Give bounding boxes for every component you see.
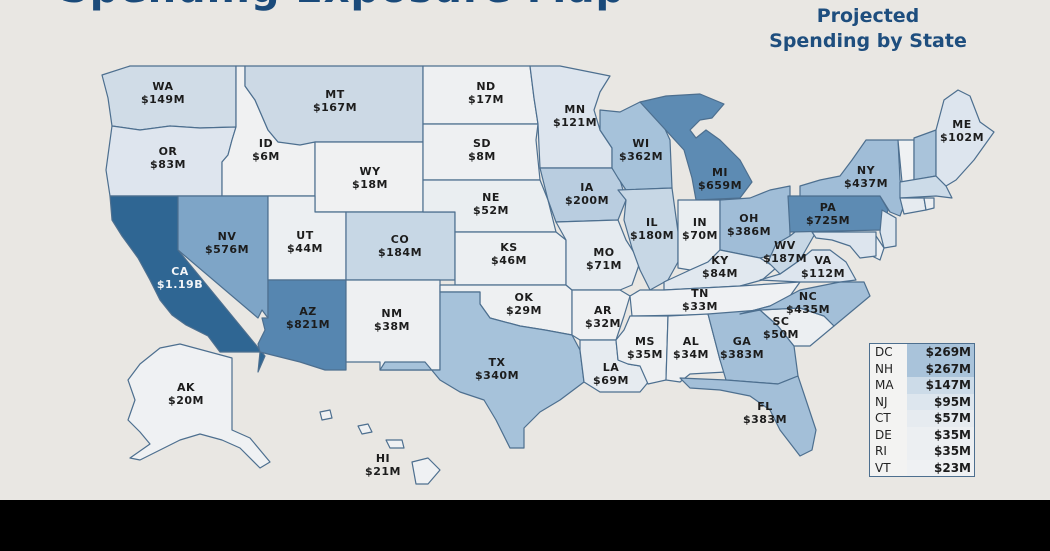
label-UT: UT $44M xyxy=(287,229,323,255)
subtitle-line-1: Projected xyxy=(816,5,920,27)
label-NE: NE $52M xyxy=(473,191,509,217)
state-HI-islands-3 xyxy=(385,439,405,449)
state-ME[interactable] xyxy=(935,89,995,187)
state-AK[interactable] xyxy=(127,343,271,469)
label-HI: HI $21M xyxy=(365,452,401,478)
label-TN: TN $33M xyxy=(682,287,718,313)
state-FL[interactable] xyxy=(679,375,817,457)
legend-value: $95M xyxy=(907,393,974,410)
state-NC[interactable] xyxy=(739,281,871,327)
label-WI: WI $362M xyxy=(618,137,664,163)
letterbox-bar xyxy=(0,500,1050,551)
label-MN: MN $121M xyxy=(552,103,598,129)
legend-value: $269M xyxy=(907,344,974,361)
state-HI-islands xyxy=(319,409,333,421)
state-MD[interactable] xyxy=(811,231,877,259)
label-IL: IL $180M xyxy=(629,216,675,242)
label-FL: FL $383M xyxy=(742,400,788,426)
state-AR[interactable] xyxy=(571,289,631,341)
us-map xyxy=(101,65,995,485)
small-states-legend: DC $269M NH $267M MA $147M NJ $95M CT $5… xyxy=(869,343,975,477)
label-NC: NC $435M xyxy=(785,290,831,316)
label-ME: ME $102M xyxy=(939,118,985,144)
state-HI[interactable] xyxy=(411,457,441,485)
legend-code: NJ xyxy=(875,394,888,409)
legend-code: VT xyxy=(875,460,891,475)
state-WV[interactable] xyxy=(767,227,817,275)
subtitle-line-2: Spending by State xyxy=(769,30,967,52)
label-KS: KS $46M xyxy=(491,241,527,267)
label-WY: WY $18M xyxy=(352,165,388,191)
legend-value: $35M xyxy=(907,443,974,460)
legend-row-ri: RI $35M xyxy=(870,443,974,460)
label-MT: MT $167M xyxy=(312,88,358,114)
page-title-cropped: Spending Exposure Map xyxy=(60,0,625,12)
label-ID: ID $6M xyxy=(252,137,280,163)
legend-row-dc: DC $269M xyxy=(870,344,974,361)
legend-value: $57M xyxy=(907,410,974,427)
state-NY[interactable] xyxy=(799,139,907,217)
legend-row-nh: NH $267M xyxy=(870,360,974,377)
state-CA[interactable] xyxy=(109,195,266,373)
label-WV: WV $187M xyxy=(762,239,808,265)
state-MO[interactable] xyxy=(555,219,641,291)
legend-code: RI xyxy=(875,444,887,459)
label-TX: TX $340M xyxy=(474,356,520,382)
state-RI[interactable] xyxy=(923,197,935,211)
label-AL: AL $34M xyxy=(673,335,709,361)
label-IN: IN $70M xyxy=(682,216,718,242)
legend-row-de: DE $35M xyxy=(870,426,974,443)
map-subtitle: Projected Spending by State xyxy=(748,4,988,54)
label-OH: OH $386M xyxy=(726,212,772,238)
state-HI-islands-2 xyxy=(357,423,373,435)
label-GA: GA $383M xyxy=(719,335,765,361)
legend-code: NH xyxy=(875,361,893,376)
legend-code: MA xyxy=(875,378,894,393)
label-PA: PA $725M xyxy=(805,201,851,227)
legend-row-ct: CT $57M xyxy=(870,410,974,427)
label-MO: MO $71M xyxy=(586,246,622,272)
label-NY: NY $437M xyxy=(843,164,889,190)
label-WA: WA $149M xyxy=(140,80,186,106)
label-OK: OK $29M xyxy=(506,291,542,317)
label-MI: MI $659M xyxy=(697,166,743,192)
label-AR: AR $32M xyxy=(585,304,621,330)
label-LA: LA $69M xyxy=(593,361,629,387)
map-canvas: Spending Exposure Map Projected Spending… xyxy=(0,0,1050,500)
legend-row-ma: MA $147M xyxy=(870,377,974,394)
state-TX[interactable] xyxy=(379,291,585,449)
label-ND: ND $17M xyxy=(468,80,504,106)
legend-code: DC xyxy=(875,345,893,360)
label-NV: NV $576M xyxy=(204,230,250,256)
state-NH[interactable] xyxy=(913,129,937,181)
label-SC: SC $50M xyxy=(763,315,799,341)
legend-value: $147M xyxy=(907,377,974,394)
label-VA: VA $112M xyxy=(800,254,846,280)
state-CT[interactable] xyxy=(899,197,927,215)
legend-row-nj: NJ $95M xyxy=(870,393,974,410)
legend-code: DE xyxy=(875,427,892,442)
label-OR: OR $83M xyxy=(150,145,186,171)
state-SD[interactable] xyxy=(422,123,541,181)
label-IA: IA $200M xyxy=(564,181,610,207)
label-CA: CA $1.19B xyxy=(156,265,204,291)
legend-value: $23M xyxy=(907,459,974,476)
label-CO: CO $184M xyxy=(377,233,423,259)
legend-value: $267M xyxy=(907,360,974,377)
state-VT[interactable] xyxy=(897,139,915,183)
label-NM: NM $38M xyxy=(374,307,410,333)
label-AZ: AZ $821M xyxy=(285,305,331,331)
legend-value: $35M xyxy=(907,426,974,443)
legend-code: CT xyxy=(875,411,891,426)
label-MS: MS $35M xyxy=(627,335,663,361)
label-AK: AK $20M xyxy=(168,381,204,407)
legend-row-vt: VT $23M xyxy=(870,459,974,476)
label-KY: KY $84M xyxy=(702,254,738,280)
state-MI[interactable] xyxy=(639,93,753,201)
label-SD: SD $8M xyxy=(468,137,496,163)
state-NJ[interactable] xyxy=(879,209,897,249)
